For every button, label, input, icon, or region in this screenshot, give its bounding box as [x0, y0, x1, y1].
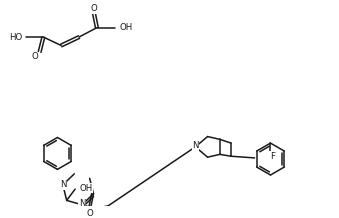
Text: N: N	[192, 141, 199, 150]
Text: O: O	[86, 209, 93, 218]
Text: O: O	[32, 52, 38, 61]
Text: O: O	[91, 4, 97, 13]
Text: N: N	[61, 181, 67, 189]
Text: N: N	[79, 199, 85, 208]
Text: HO: HO	[9, 32, 23, 42]
Text: F: F	[270, 152, 275, 161]
Text: OH: OH	[80, 184, 93, 193]
Text: OH: OH	[119, 23, 133, 32]
